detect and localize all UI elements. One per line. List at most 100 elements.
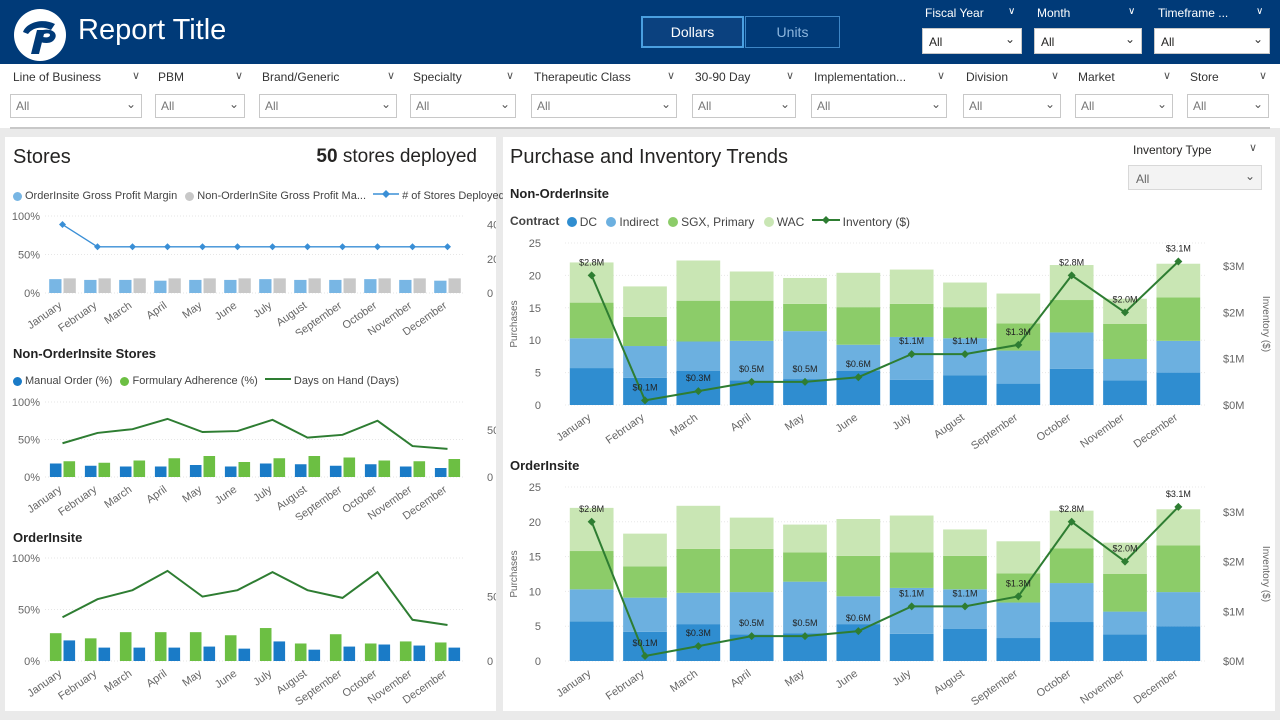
fiscal-year-dropdown[interactable]: All ⌄: [922, 28, 1022, 54]
filter-dropdown[interactable]: All ⌄: [531, 94, 677, 118]
filter-dropdown[interactable]: All ⌄: [10, 94, 142, 118]
filter-dropdown[interactable]: All ⌄: [811, 94, 947, 118]
legend-label[interactable]: Indirect: [619, 214, 659, 229]
bar-manual-order----: [259, 463, 272, 477]
data-label: $2.8M: [579, 504, 604, 514]
y2-tick-label: $1M: [1223, 606, 1244, 618]
y2-axis-label: Inventory ($): [1260, 296, 1271, 352]
chevron-down-icon[interactable]: ∨: [1051, 69, 1060, 82]
filter-dropdown[interactable]: All ⌄: [1075, 94, 1173, 118]
legend-label[interactable]: Inventory ($): [842, 214, 911, 229]
bar-manual-order----: [413, 645, 426, 661]
bar-segment-sgx: [676, 548, 721, 593]
inventory-type-label: Inventory Type: [1133, 143, 1212, 157]
chevron-down-icon[interactable]: ∨: [1256, 6, 1264, 17]
bar-orderinsite-gross-profit-margin: [329, 279, 342, 293]
x-tick-label: October: [1034, 667, 1073, 699]
y2-tick-label: $0M: [1223, 656, 1244, 668]
non-orderinsite-purchase-chart: 25 20 15 10 5 0 $3M $2M $1M $0M Purchases Inventory…: [509, 238, 1271, 452]
legend-label[interactable]: SGX, Primary: [681, 214, 755, 229]
chevron-down-icon[interactable]: ∨: [1259, 69, 1268, 82]
x-tick-label: May: [180, 483, 204, 505]
line-marker: [234, 243, 241, 251]
filter-dropdown[interactable]: All ⌄: [692, 94, 796, 118]
dollars-toggle-button[interactable]: Dollars: [641, 16, 744, 48]
stores-deployed-kpi: 50 stores deployed: [316, 146, 477, 168]
x-tick-label: April: [728, 668, 753, 690]
bar-manual-order----: [84, 465, 97, 477]
chevron-down-icon: ⌄: [228, 97, 239, 111]
chevron-down-icon[interactable]: ∨: [506, 69, 515, 82]
stores-chart-legend: OrderInsite Gross Profit Margin Non-Orde…: [13, 189, 505, 202]
bar-non-orderinsite-gross-profit-ma---: [63, 278, 76, 293]
units-toggle-button[interactable]: Units: [745, 16, 840, 48]
legend-label[interactable]: Formulary Adherence (%): [132, 375, 258, 388]
timeframe-dropdown[interactable]: All ⌄: [1154, 28, 1270, 54]
bar-segment-sgx: [623, 566, 667, 598]
header-bar: Report Title Dollars Units Fiscal Year ∨…: [0, 0, 1280, 64]
y2-tick-label: 0: [487, 656, 493, 668]
chevron-down-icon[interactable]: ∨: [1008, 6, 1016, 17]
y2-tick-label: 20: [487, 254, 496, 266]
filter-dropdown[interactable]: All ⌄: [410, 94, 516, 118]
chevron-down-icon[interactable]: ∨: [937, 69, 946, 82]
bar-segment-indirect: [729, 592, 774, 635]
bar-orderinsite-gross-profit-margin: [49, 279, 62, 293]
bar-non-orderinsite-gross-profit-ma---: [448, 278, 461, 293]
y-tick-label: 0: [535, 656, 541, 668]
chevron-down-icon[interactable]: ∨: [387, 69, 396, 82]
bar-manual-order----: [154, 466, 167, 477]
filter-label: Specialty: [413, 70, 462, 84]
inventory-marker: [747, 377, 756, 386]
bar-non-orderinsite-gross-profit-ma---: [238, 278, 251, 293]
legend-label[interactable]: Manual Order (%): [25, 375, 113, 388]
inventory-marker: [907, 602, 916, 611]
month-dropdown[interactable]: All ⌄: [1034, 28, 1142, 54]
bar-non-orderinsite-gross-profit-ma---: [168, 278, 181, 293]
y-tick-label: 20: [529, 517, 541, 529]
legend-line-marker: [811, 216, 840, 224]
chevron-down-icon[interactable]: ∨: [1249, 141, 1258, 154]
chevron-down-icon[interactable]: ∨: [786, 69, 795, 82]
bar-manual-order----: [399, 466, 412, 477]
bar-segment-wac: [943, 282, 987, 308]
x-tick-label: July: [251, 299, 274, 320]
legend-label[interactable]: Days on Hand (Days): [293, 375, 400, 388]
filter-dropdown[interactable]: All ⌄: [1187, 94, 1269, 118]
inventory-marker: [801, 377, 809, 386]
chevron-down-icon[interactable]: ∨: [667, 69, 676, 82]
bar-segment-sgx: [943, 555, 987, 590]
x-tick-label: May: [180, 667, 204, 689]
filter-dropdown[interactable]: All ⌄: [155, 94, 245, 118]
filter-dropdown[interactable]: All ⌄: [259, 94, 397, 118]
chevron-down-icon[interactable]: ∨: [1128, 6, 1136, 17]
x-tick-label: June: [834, 412, 860, 436]
legend-label[interactable]: DC: [579, 214, 598, 229]
y2-tick-label: $3M: [1223, 507, 1244, 519]
bar-formulary-adherence----: [189, 632, 202, 661]
x-tick-label: June: [213, 300, 239, 324]
legend-label[interactable]: OrderInsite Gross Profit Margin: [25, 190, 178, 203]
inventory-type-dropdown[interactable]: All ⌄: [1128, 165, 1262, 190]
chevron-down-icon[interactable]: ∨: [132, 69, 141, 82]
bar-segment-sgx: [783, 552, 827, 582]
legend-label[interactable]: WAC: [776, 214, 805, 229]
legend-label[interactable]: Non-OrderInSite Gross Profit Ma...: [197, 190, 366, 203]
filter-dropdown[interactable]: All ⌄: [963, 94, 1061, 118]
legend-swatch: [566, 216, 577, 227]
legend-label[interactable]: # of Stores Deployed: [402, 190, 505, 203]
stores-count-suffix: stores deployed: [342, 146, 477, 167]
bar-segment-sgx: [783, 303, 827, 332]
bar-segment-indirect: [996, 602, 1041, 639]
y2-tick-label: 40: [487, 220, 496, 232]
bar-formulary-adherence----: [119, 632, 132, 661]
inventory-marker: [801, 632, 809, 641]
bar-segment-wac: [569, 262, 614, 303]
chevron-down-icon[interactable]: ∨: [235, 69, 244, 82]
data-label: $3.1M: [1166, 244, 1191, 254]
y-tick-label: 100%: [12, 397, 40, 409]
chevron-down-icon[interactable]: ∨: [1163, 69, 1172, 82]
bar-segment-indirect: [676, 341, 721, 371]
bar-segment-sgx: [889, 552, 934, 588]
y2-tick-label: 0: [487, 288, 493, 300]
